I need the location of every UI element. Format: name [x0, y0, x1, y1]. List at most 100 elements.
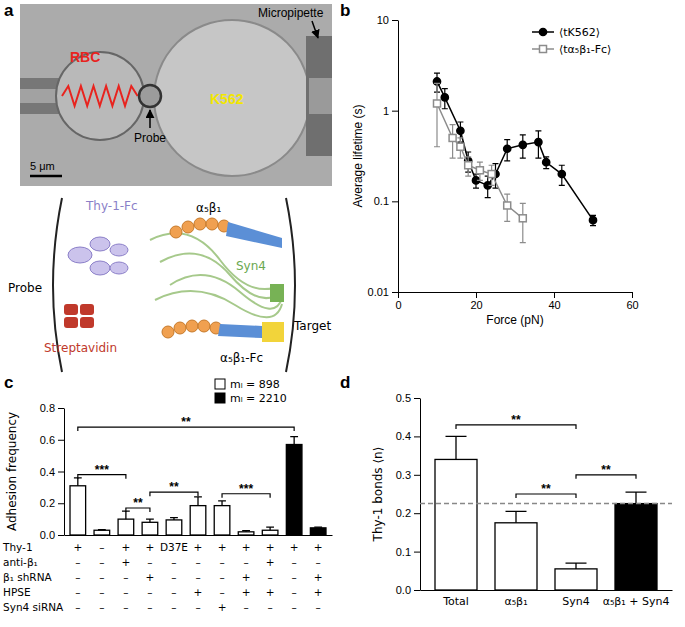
y-axis-tick: 0.1 [374, 195, 398, 207]
error-bar [559, 165, 565, 185]
bar [238, 532, 254, 535]
error-bar [626, 492, 647, 504]
table-cell: – [99, 556, 104, 568]
streptavidin [80, 317, 94, 328]
table-cell: – [292, 586, 297, 598]
error-bar [590, 215, 596, 225]
bar [615, 504, 657, 590]
x-axis-tick: Syn4 [562, 595, 589, 608]
table-cell: – [99, 586, 104, 598]
integrin-head [206, 218, 218, 230]
table-cell: – [292, 556, 297, 568]
error-bar [450, 125, 456, 158]
tick-label: 1 [383, 105, 389, 117]
tick-mark [392, 111, 398, 112]
plot-area [70, 437, 326, 535]
y-axis: 0.00.10.20.30.40.5 [396, 392, 421, 596]
significance-label: ** [133, 496, 143, 510]
bar [142, 522, 158, 535]
tick-label: 0.1 [396, 546, 411, 558]
x-axis-tick: 60 [626, 292, 638, 311]
y-axis-title: Adhesion frequency [5, 412, 19, 531]
probe-arrow [149, 110, 151, 128]
integrin-head [198, 320, 210, 332]
tick-label: 0.0 [396, 584, 411, 596]
bar [286, 445, 302, 535]
table-cell: – [147, 586, 152, 598]
tick-label: 0.2 [396, 507, 411, 519]
significance-label: ** [601, 463, 611, 477]
tick-label: 20 [470, 299, 482, 311]
tick-mark [414, 513, 420, 514]
table-cell: + [314, 541, 323, 553]
table-cell: + [242, 586, 251, 598]
bar [166, 520, 182, 535]
legend-marker [539, 28, 546, 35]
heparan-chain [155, 291, 282, 317]
y-axis: 0.00.20.40.60.8 [40, 402, 65, 541]
panel-label: b [340, 1, 350, 20]
integrin-leg [218, 324, 262, 338]
x-axis-tick: Total [442, 595, 469, 608]
table-cell: + [242, 571, 251, 583]
error-bar [465, 157, 471, 176]
bar [435, 459, 477, 590]
data-point [589, 217, 596, 224]
data-point [504, 145, 511, 152]
legend: ⟨tK562⟩⟨tα₅β₁-Fc⟩ [532, 26, 611, 56]
table-cell: – [195, 556, 200, 568]
bar [310, 528, 326, 535]
error-bar [473, 174, 479, 188]
tick-mark [58, 472, 64, 473]
y-axis-tick: 10 [377, 14, 398, 26]
tick-mark [58, 408, 64, 409]
integrin-head [182, 221, 194, 233]
pipette-arrow [312, 21, 318, 38]
data-point [441, 94, 448, 101]
tick-label: 0.8 [40, 402, 55, 414]
streptavidin [64, 317, 78, 328]
bar [262, 530, 278, 535]
streptavidin [64, 304, 78, 315]
tick-mark [58, 503, 64, 504]
photo [20, 20, 332, 176]
table-cell: – [292, 571, 297, 583]
table-cell: – [267, 571, 272, 583]
table-cell: + [121, 541, 130, 553]
right-pipette-lumen [309, 78, 332, 114]
significance-label: *** [95, 463, 109, 477]
integrin-head [174, 322, 186, 334]
error-bar [146, 519, 154, 522]
row-label: anti-β₁ [3, 556, 38, 568]
row-label: HPSE [3, 586, 31, 598]
row-label: Thy-1 [2, 541, 33, 553]
y-axis-tick: 0.6 [40, 434, 64, 446]
error-bar [457, 138, 463, 158]
tick-mark [414, 590, 420, 591]
tick-label: 0.4 [396, 430, 411, 442]
table-cell: – [75, 586, 80, 598]
table-cell: – [195, 601, 200, 613]
table-cell: – [147, 556, 152, 568]
table-cell: + [314, 586, 323, 598]
tick-mark [414, 475, 420, 476]
plot-area [433, 73, 596, 243]
fc-domain [262, 322, 284, 342]
tick-mark [476, 292, 477, 298]
error-bar [442, 89, 448, 109]
error-bar [520, 203, 526, 242]
table-cell: – [75, 556, 80, 568]
table-cell: – [219, 586, 224, 598]
diagram-label: Thy-1-Fc [85, 199, 138, 213]
y-axis-line [398, 21, 399, 293]
y-axis-tick: 0.8 [40, 402, 64, 414]
tick-label: 0.01 [368, 286, 389, 298]
photo-label: Probe [134, 131, 166, 145]
table-cell: + [242, 541, 251, 553]
y-axis-line [420, 399, 421, 591]
table-cell: – [243, 556, 248, 568]
y-axis-title: Thy-1 bonds ⟨n⟩ [371, 447, 385, 543]
y-axis-tick: 0.1 [396, 546, 420, 558]
legend-label: mₗ = 2210 [230, 392, 287, 405]
y-axis-tick: 1 [383, 105, 398, 117]
